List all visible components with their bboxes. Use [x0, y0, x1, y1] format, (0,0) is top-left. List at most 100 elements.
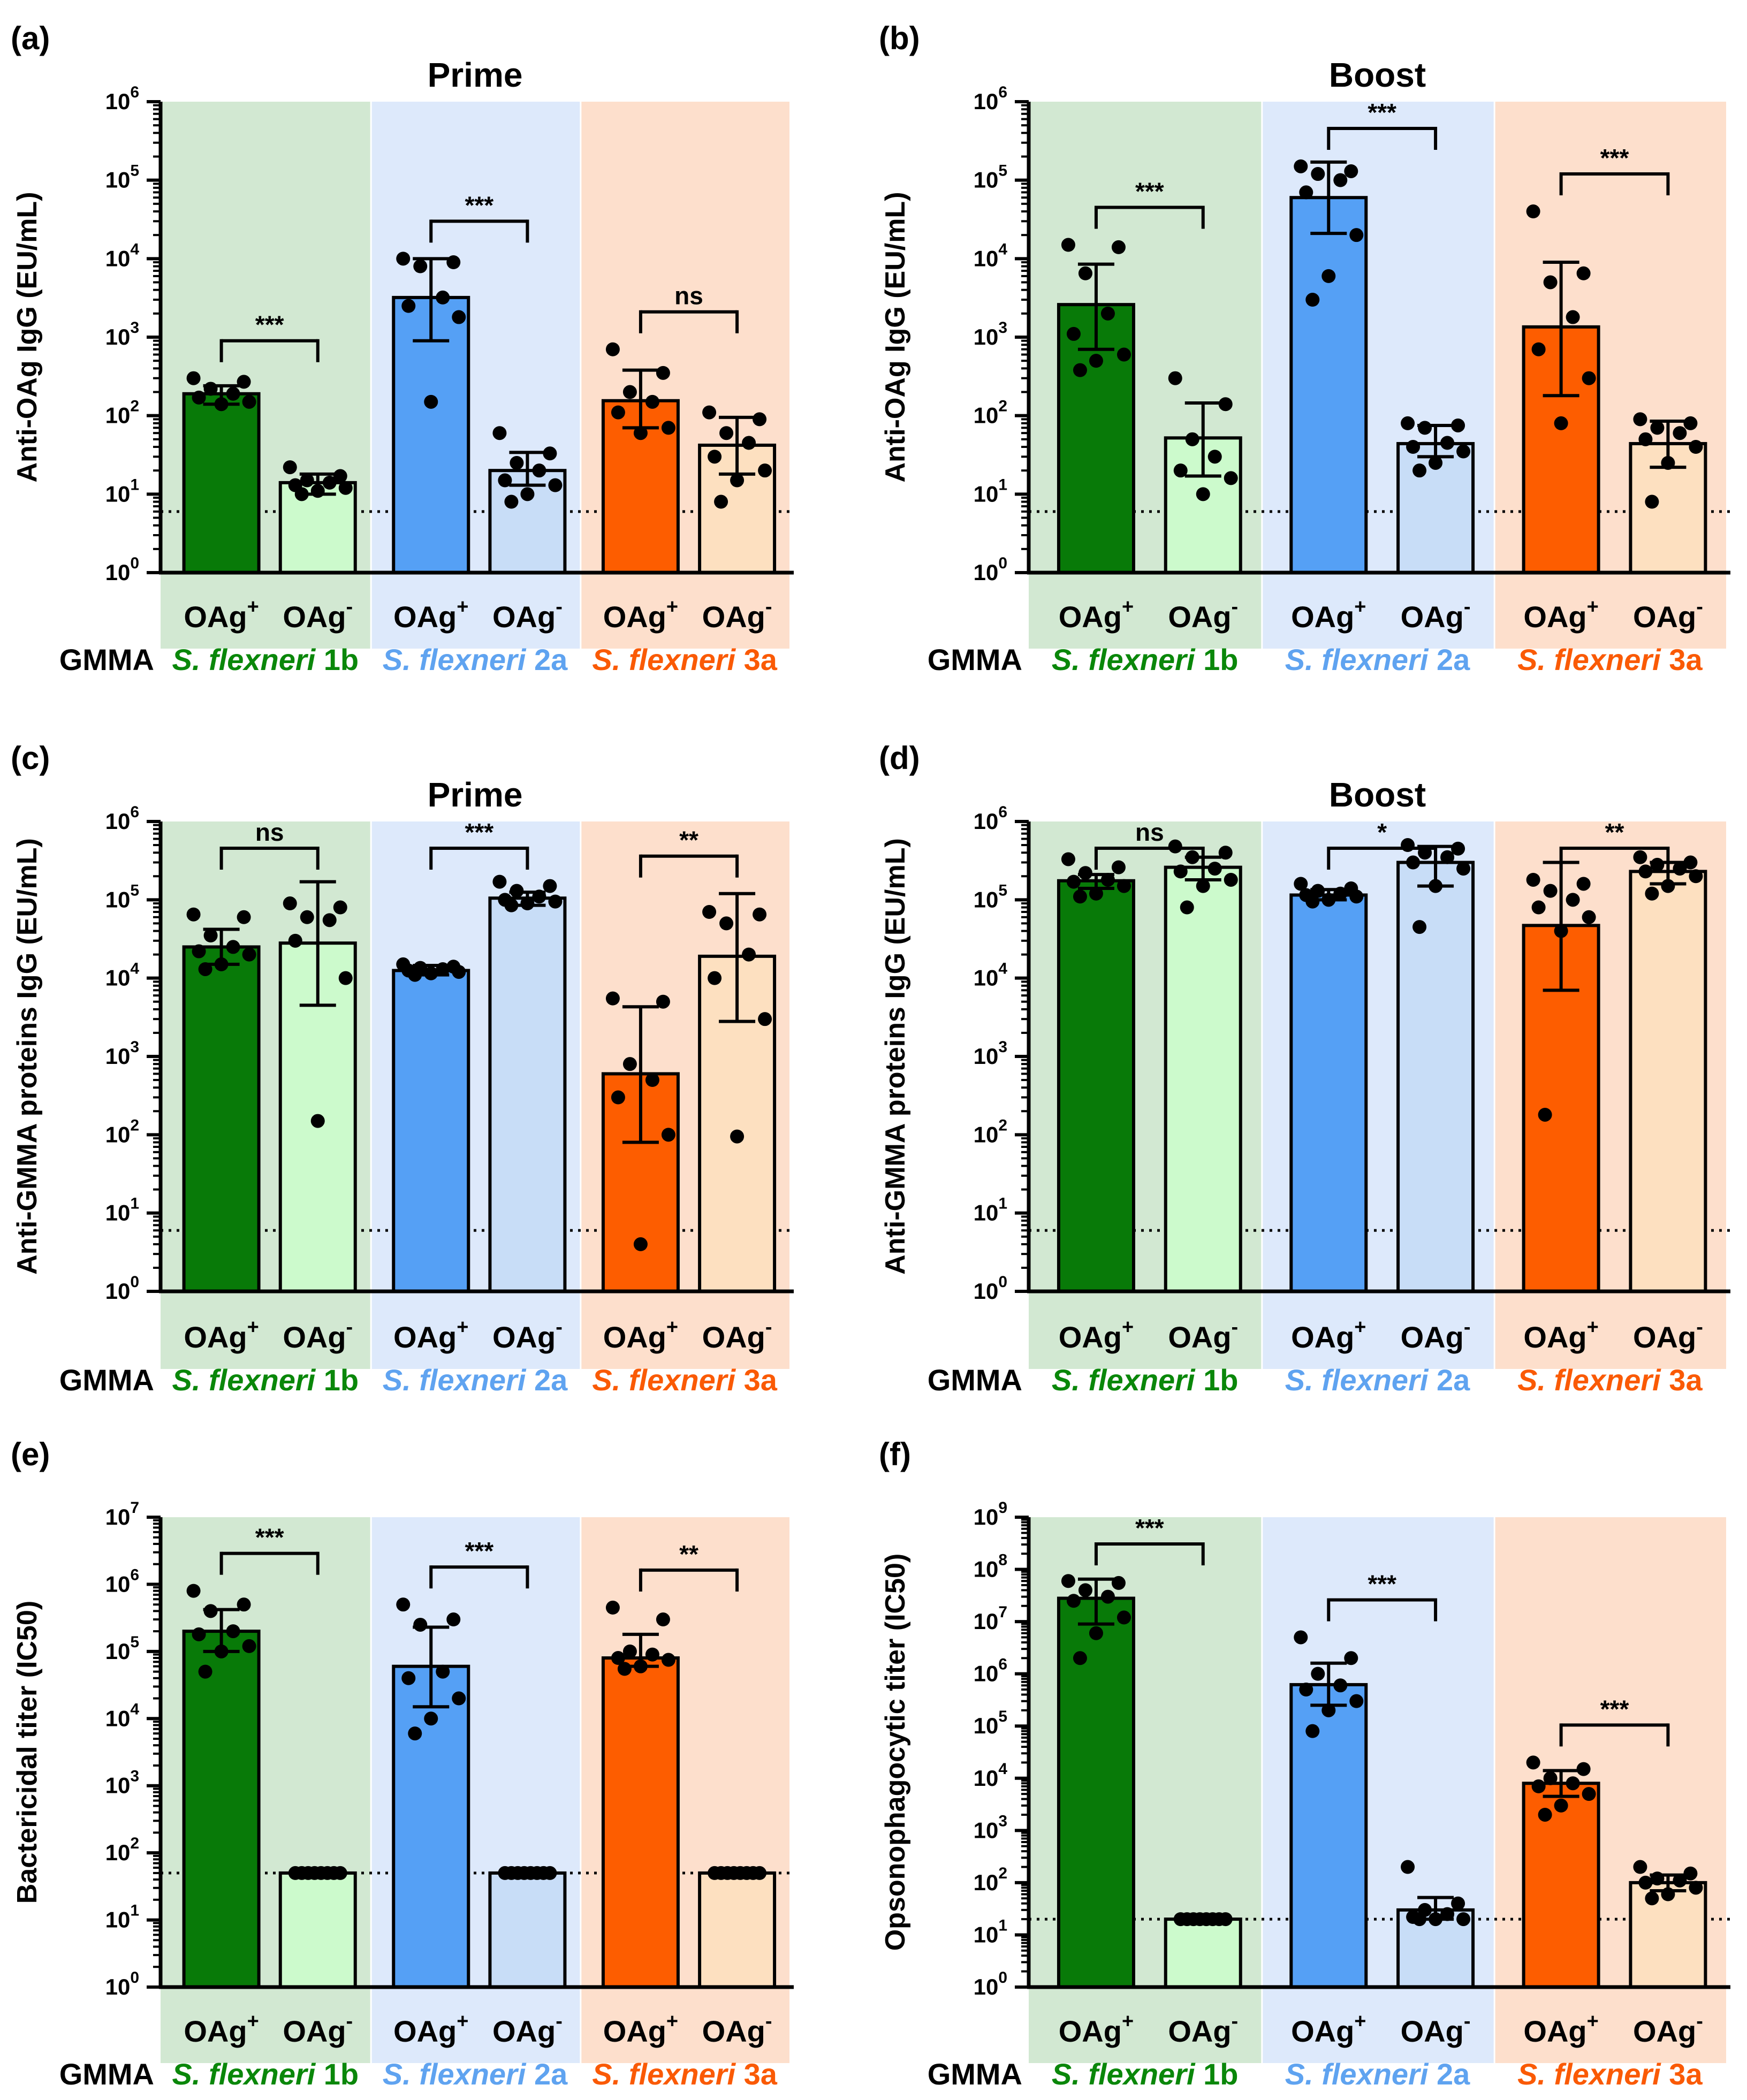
data-point	[622, 1644, 637, 1658]
data-point	[1344, 1651, 1358, 1665]
data-point	[1218, 397, 1233, 412]
data-point	[192, 944, 206, 958]
data-point	[283, 896, 297, 911]
group-label: S. flexneri 3a	[1517, 643, 1703, 676]
data-point	[1196, 879, 1210, 893]
data-point	[611, 1090, 625, 1105]
y-tick-base: 10	[105, 403, 131, 428]
data-point	[1168, 839, 1182, 854]
data-point	[1173, 463, 1188, 478]
group-label: S. flexneri 1b	[172, 1363, 359, 1397]
category-label-base: OAg	[283, 600, 346, 634]
data-point	[214, 957, 229, 971]
significance-label: **	[679, 1540, 698, 1568]
y-tick-exp: 5	[998, 162, 1007, 180]
data-point	[1066, 326, 1081, 341]
data-point	[1538, 1807, 1552, 1822]
y-tick-base: 10	[974, 1766, 999, 1791]
category-label-base: OAg	[1168, 2014, 1231, 2048]
y-tick-exp: 0	[998, 1969, 1007, 1987]
bar	[1396, 861, 1475, 1294]
data-point	[548, 894, 563, 909]
data-point	[1073, 889, 1087, 904]
y-tick-label: 101	[105, 1195, 139, 1226]
y-tick-label: 105	[105, 1633, 139, 1664]
data-point	[1311, 1667, 1325, 1681]
group-label-species: S. flexneri	[1052, 643, 1196, 676]
chart-title: Boost	[1329, 56, 1426, 94]
category-label-base: OAg	[1168, 1320, 1231, 1354]
group-label-serotype: 1b	[1195, 1363, 1239, 1397]
data-point	[611, 1651, 625, 1665]
data-point	[237, 910, 251, 924]
data-point	[198, 962, 212, 976]
data-point	[1576, 877, 1591, 891]
group-label-species: S. flexneri	[592, 1363, 736, 1397]
category-label-base: OAg	[492, 600, 556, 634]
data-point	[283, 460, 297, 475]
category-label-base: OAg	[393, 600, 457, 634]
y-tick-exp: 2	[130, 1116, 139, 1134]
panel-b: OAg+ OAg- OAg+ OAg- OAg+ OAg-1001011021031041…	[879, 20, 1730, 676]
data-point	[1538, 1107, 1552, 1122]
y-tick-label: 100	[105, 1273, 139, 1304]
data-point	[1173, 864, 1188, 879]
data-point	[242, 394, 256, 409]
y-tick-label: 103	[105, 319, 139, 349]
data-point	[1078, 1583, 1092, 1597]
data-point	[1224, 471, 1238, 485]
data-point	[714, 494, 728, 509]
bar	[1289, 1683, 1368, 1989]
y-tick-base: 10	[974, 1044, 999, 1069]
group-label-serotype: 2a	[526, 2057, 568, 2091]
category-label: OAg+	[603, 596, 678, 634]
data-point	[1554, 1798, 1568, 1813]
y-tick-label: 105	[974, 1708, 1007, 1738]
data-point	[1683, 416, 1698, 430]
y-tick-exp: 3	[998, 1812, 1007, 1830]
y-tick-exp: 5	[998, 1708, 1007, 1725]
y-tick-exp: 4	[130, 960, 139, 978]
data-point	[1543, 275, 1558, 290]
y-tick-exp: 5	[130, 162, 139, 180]
category-label-sup: -	[765, 2010, 772, 2033]
y-tick-label: 109	[974, 1499, 1007, 1530]
category-label: OAg+	[1291, 596, 1366, 634]
y-tick-exp: 9	[998, 1499, 1007, 1517]
bar	[1629, 870, 1707, 1293]
y-tick-base: 10	[974, 403, 999, 428]
bar	[392, 969, 470, 1293]
y-tick-base: 10	[974, 1713, 999, 1738]
y-tick-label: 101	[105, 1902, 139, 1932]
data-point	[413, 259, 428, 273]
data-point	[203, 929, 218, 943]
y-tick-label: 106	[105, 1566, 139, 1596]
category-label-base: OAg	[1523, 2014, 1586, 2048]
data-point	[226, 940, 240, 954]
gmma-label: GMMA	[928, 2057, 1022, 2091]
data-point	[192, 390, 206, 405]
y-tick-base: 10	[974, 1817, 999, 1843]
data-point	[492, 426, 507, 440]
category-label: OAg+	[1523, 1316, 1598, 1354]
data-point	[1566, 893, 1580, 907]
y-axis-label: Opsonophagocytic titer (IC50)	[880, 1554, 911, 1951]
y-tick-base: 10	[974, 1200, 999, 1226]
significance-label: **	[679, 826, 698, 854]
bar	[601, 1656, 680, 1989]
category-label-sup: -	[765, 1316, 772, 1338]
category-label-sup: +	[1122, 596, 1134, 618]
y-tick-label: 105	[105, 162, 139, 193]
y-tick-label: 103	[974, 1038, 1007, 1069]
category-label: OAg-	[492, 1316, 563, 1354]
data-point	[1311, 167, 1325, 181]
gmma-label: GMMA	[59, 2057, 154, 2091]
data-point	[645, 1647, 659, 1662]
y-tick-label: 100	[105, 1969, 139, 1999]
data-point	[214, 397, 229, 412]
data-point	[1073, 363, 1087, 377]
significance-label: ***	[1600, 144, 1629, 172]
y-tick-label: 102	[105, 1835, 139, 1865]
data-point	[633, 426, 648, 440]
data-point	[617, 1662, 632, 1676]
